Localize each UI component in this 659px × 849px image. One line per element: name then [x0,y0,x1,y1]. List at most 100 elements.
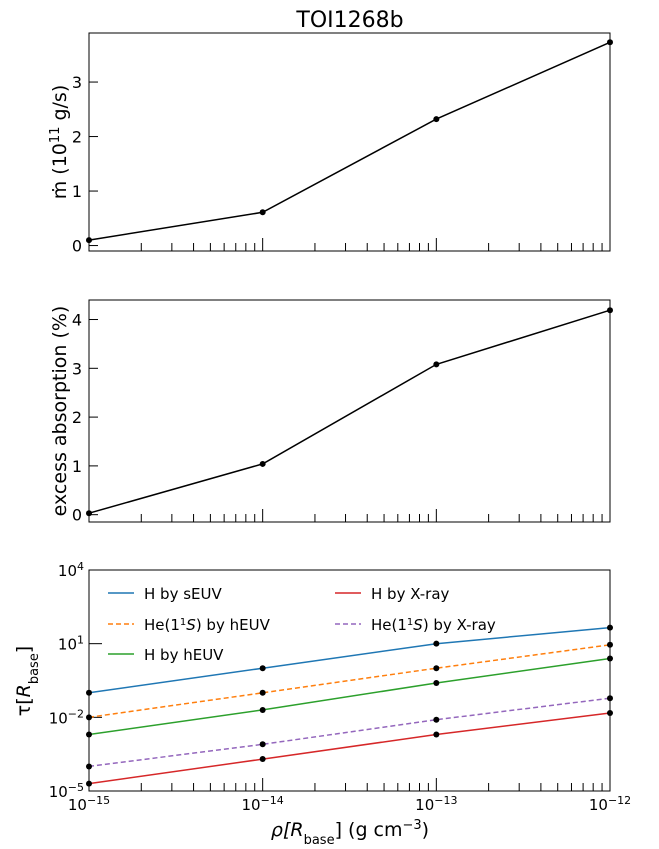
data-point [86,237,92,244]
y-tick-label: 0 [72,237,82,256]
panel-2-xticks [88,509,611,522]
panel-mass-loss-rate: 0 1 2 3 ṁ (1011 g/s) [48,32,613,256]
data-point [259,665,266,672]
y-tick-label-base: 10 [58,636,77,654]
data-point [433,731,440,738]
y-tick-label-base: 10 [49,783,68,801]
y-tick-label: 2 [72,408,82,427]
legend-label-main: He(1 [371,616,407,634]
x-tick-label-exponent: −12 [608,794,631,807]
panel-3-xlabel-sub: base [304,833,335,848]
panel-2-ylabel: excess absorption (%) [49,306,71,517]
data-point [433,716,440,723]
x-tick-label-exponent: −13 [434,794,457,807]
legend-label-sup: 1 [180,617,186,628]
panel-3-ylabel-sub: base [27,653,42,684]
legend-label-italic: S [413,616,423,634]
series-line [88,309,611,514]
y-tick-label: 1 [72,182,82,201]
panel-3-ylabel-main: τ[ [13,697,35,716]
panel-1-series [86,39,613,244]
data-point [259,209,266,216]
panel-1-ylabel-main: ṁ (10 [49,143,71,199]
y-tick-label: 101 [58,633,84,654]
panel-3-xlabel: ρ[Rbase] (g cm−3) [271,818,429,848]
panel-3-series [86,624,613,787]
y-tick-label-base: 10 [49,709,68,727]
panel-3-ylabel: τ[Rbase] [13,646,42,716]
data-point [433,640,440,647]
x-tick-label-base: 10 [415,796,434,814]
panel-2-frame [88,299,611,523]
data-point [607,655,613,662]
y-tick-label: 10−2 [49,707,84,728]
y-tick-label: 3 [72,73,82,92]
data-point [607,624,613,631]
x-tick-label-base: 10 [242,796,261,814]
panel-3-xticks: 10−15 10−14 10−13 10−12 [68,778,631,814]
x-tick-label: 10−13 [415,794,457,815]
data-point [259,460,266,467]
data-point [607,641,613,648]
series-line [88,41,611,241]
data-point [259,756,266,763]
data-point [433,665,440,672]
x-tick-label-exponent: −15 [87,794,110,807]
data-point [433,116,440,123]
panel-1-yticks: 0 1 2 3 [72,73,98,256]
data-point [607,695,613,702]
data-point [86,510,92,517]
y-tick-label: 0 [72,506,82,525]
panel-3-xlabel-tail: ) [422,819,429,841]
panel-2-yticks: 0 1 2 3 4 [72,311,98,525]
y-tick-label-exponent: 1 [77,633,84,646]
y-tick-label: 104 [58,560,84,581]
legend-label: He(11S) by hEUV [144,616,271,634]
legend-label-tail: ) by hEUV [196,616,271,634]
data-point [86,714,92,721]
y-tick-label-base: 10 [58,562,77,580]
series-line [88,712,611,785]
x-tick-label-base: 10 [68,796,87,814]
y-tick-label-exponent: −5 [68,781,84,794]
panel-3-xlabel-main: ρ[ [271,819,291,841]
data-point [86,731,92,738]
y-tick-label: 1 [72,457,82,476]
panel-3-xlabel-italic: R [290,819,303,841]
y-tick-label: 10−5 [49,781,84,802]
data-point [86,780,92,787]
panel-1-frame [88,32,611,252]
x-tick-label: 10−14 [242,794,284,815]
legend-label: H by sEUV [144,585,222,603]
panel-1-ylabel-tail: g/s) [49,85,71,127]
y-tick-label: 4 [72,311,82,330]
panel-3-xlabel-mid: ] (g cm [335,819,403,841]
data-point [86,763,92,770]
data-point [433,680,440,687]
data-point [259,706,266,713]
x-tick-label-base: 10 [589,796,608,814]
legend-label: He(11S) by X-ray [371,616,496,634]
panel-excess-absorption: 0 1 2 3 4 excess absorption (%) [49,299,613,525]
panel-2-series [86,307,613,517]
data-point [607,307,613,314]
data-point [86,689,92,696]
legend-label: H by hEUV [144,646,224,664]
y-tick-label-exponent: −2 [68,707,84,720]
y-tick-label: 2 [72,128,82,147]
x-tick-label: 10−15 [68,794,110,815]
y-tick-label: 3 [72,359,82,378]
panel-3-ylabel-tail: ] [13,646,35,653]
legend-label-main: He(1 [144,616,180,634]
x-tick-label-exponent: −14 [261,794,284,807]
legend-label-sup: 1 [407,617,413,628]
figure-title: TOI1268b [295,8,403,33]
panel-3-frame [88,569,611,792]
panel-3-xlabel-sup: −3 [403,818,422,833]
series-line [88,626,611,694]
data-point [433,361,440,368]
